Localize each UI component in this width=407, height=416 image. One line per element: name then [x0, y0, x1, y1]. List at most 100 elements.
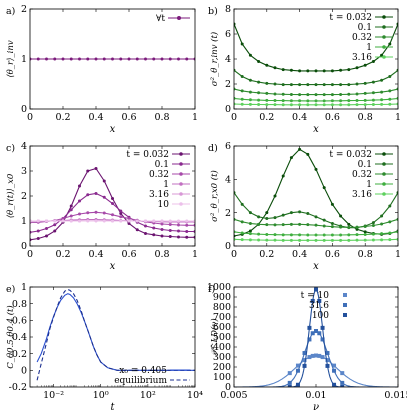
data-point	[281, 68, 285, 72]
data-point	[380, 214, 384, 218]
panel-label-c: c)	[6, 143, 15, 154]
data-point	[363, 238, 367, 242]
y-tick-label: 0.8	[12, 299, 27, 310]
series-line-e	[36, 293, 195, 371]
y-tick-label: 2	[225, 79, 231, 90]
y-axis-label-f: 𝒫^LD(ν)	[209, 318, 220, 356]
data-point	[185, 57, 189, 61]
data-point	[298, 222, 302, 226]
ticks-b: 0 0.2 0.4 0.6 0.8 1 0 2 4 6 8	[225, 4, 401, 123]
data-point	[306, 103, 310, 107]
data-point	[289, 99, 293, 103]
x-tick-label: 0.2	[259, 249, 274, 260]
data-point	[185, 223, 189, 227]
data-point	[355, 225, 359, 229]
x-tick-label: 10²	[140, 390, 156, 401]
data-point	[363, 91, 367, 95]
y-tick-label: 0	[21, 241, 27, 252]
data-point	[160, 234, 164, 238]
data-point	[257, 60, 261, 63]
data-point	[363, 103, 367, 107]
y-tick-label: 4	[21, 141, 27, 152]
data-point	[127, 57, 131, 61]
y-axis-label-c: ⟨θ_r(t)⟩_x0	[5, 173, 16, 218]
legend-marker	[179, 202, 183, 206]
data-point	[314, 83, 318, 87]
y-tick-label: 900	[213, 292, 231, 303]
data-point	[314, 103, 318, 107]
x-tick-label: 0.4	[88, 249, 103, 260]
x-tick-label: 0.6	[325, 249, 340, 260]
data-point	[257, 91, 261, 95]
legend-label: 100	[312, 311, 329, 321]
data-point	[298, 233, 302, 237]
data-point	[322, 233, 326, 237]
data-point	[310, 331, 315, 336]
data-point	[339, 68, 343, 72]
data-point	[298, 69, 302, 73]
series-group-b	[234, 22, 398, 107]
data-point	[371, 103, 375, 106]
data-point	[314, 215, 318, 219]
data-point	[347, 103, 351, 107]
legend-marker	[382, 35, 386, 39]
data-point	[330, 103, 334, 107]
data-point	[152, 226, 156, 230]
y-tick-label: 600	[213, 322, 231, 333]
data-point	[61, 57, 65, 61]
data-point	[111, 219, 114, 223]
data-point	[102, 195, 106, 199]
series-group-a	[30, 57, 195, 61]
data-point	[248, 232, 252, 236]
data-point	[371, 232, 375, 236]
data-point	[36, 237, 40, 240]
series-line-f	[234, 330, 398, 387]
data-point	[152, 233, 156, 237]
data-point	[273, 82, 277, 86]
x-tick-label: 1	[192, 112, 198, 123]
data-point	[340, 384, 345, 387]
legend-label: equilibrium	[114, 376, 167, 386]
legend-label: 1	[366, 180, 372, 190]
data-point	[355, 103, 359, 107]
data-point	[160, 219, 164, 223]
data-point	[289, 83, 293, 87]
data-point	[273, 223, 277, 227]
data-point	[240, 97, 244, 101]
x-tick-label: 0.01	[305, 390, 326, 401]
data-point	[185, 230, 189, 233]
data-point	[281, 223, 285, 227]
plot-frame-e	[29, 286, 196, 388]
data-point	[320, 355, 325, 360]
panel-b: b) 0 0.2 0.4 0.6 0.8 1 0 2 4 6 8 x σ²_θ_r,inv (t) t = …	[208, 4, 401, 135]
x-tick-label: 0.4	[88, 112, 103, 123]
data-point	[306, 93, 310, 97]
legend-marker	[343, 313, 347, 317]
panel-label-f: f)	[208, 284, 215, 295]
data-point	[281, 92, 285, 96]
data-point	[287, 371, 292, 376]
data-point	[248, 78, 252, 82]
data-point	[332, 382, 337, 387]
data-point	[371, 221, 375, 225]
data-point	[86, 193, 90, 197]
data-point	[380, 53, 384, 57]
data-point	[363, 63, 367, 67]
data-point	[322, 83, 326, 87]
series-group-f	[234, 287, 398, 387]
data-point	[298, 99, 302, 103]
data-point	[273, 92, 277, 96]
legend-marker	[179, 192, 183, 196]
data-point	[363, 230, 367, 234]
data-point	[45, 57, 48, 61]
data-point	[281, 83, 285, 87]
data-point	[306, 238, 310, 242]
data-point	[78, 57, 81, 61]
plot-frame-a	[29, 8, 196, 110]
data-point	[388, 89, 392, 93]
data-point	[102, 57, 106, 61]
x-axis-label-a: x	[110, 124, 116, 135]
data-point	[287, 380, 292, 385]
data-point	[289, 103, 293, 107]
